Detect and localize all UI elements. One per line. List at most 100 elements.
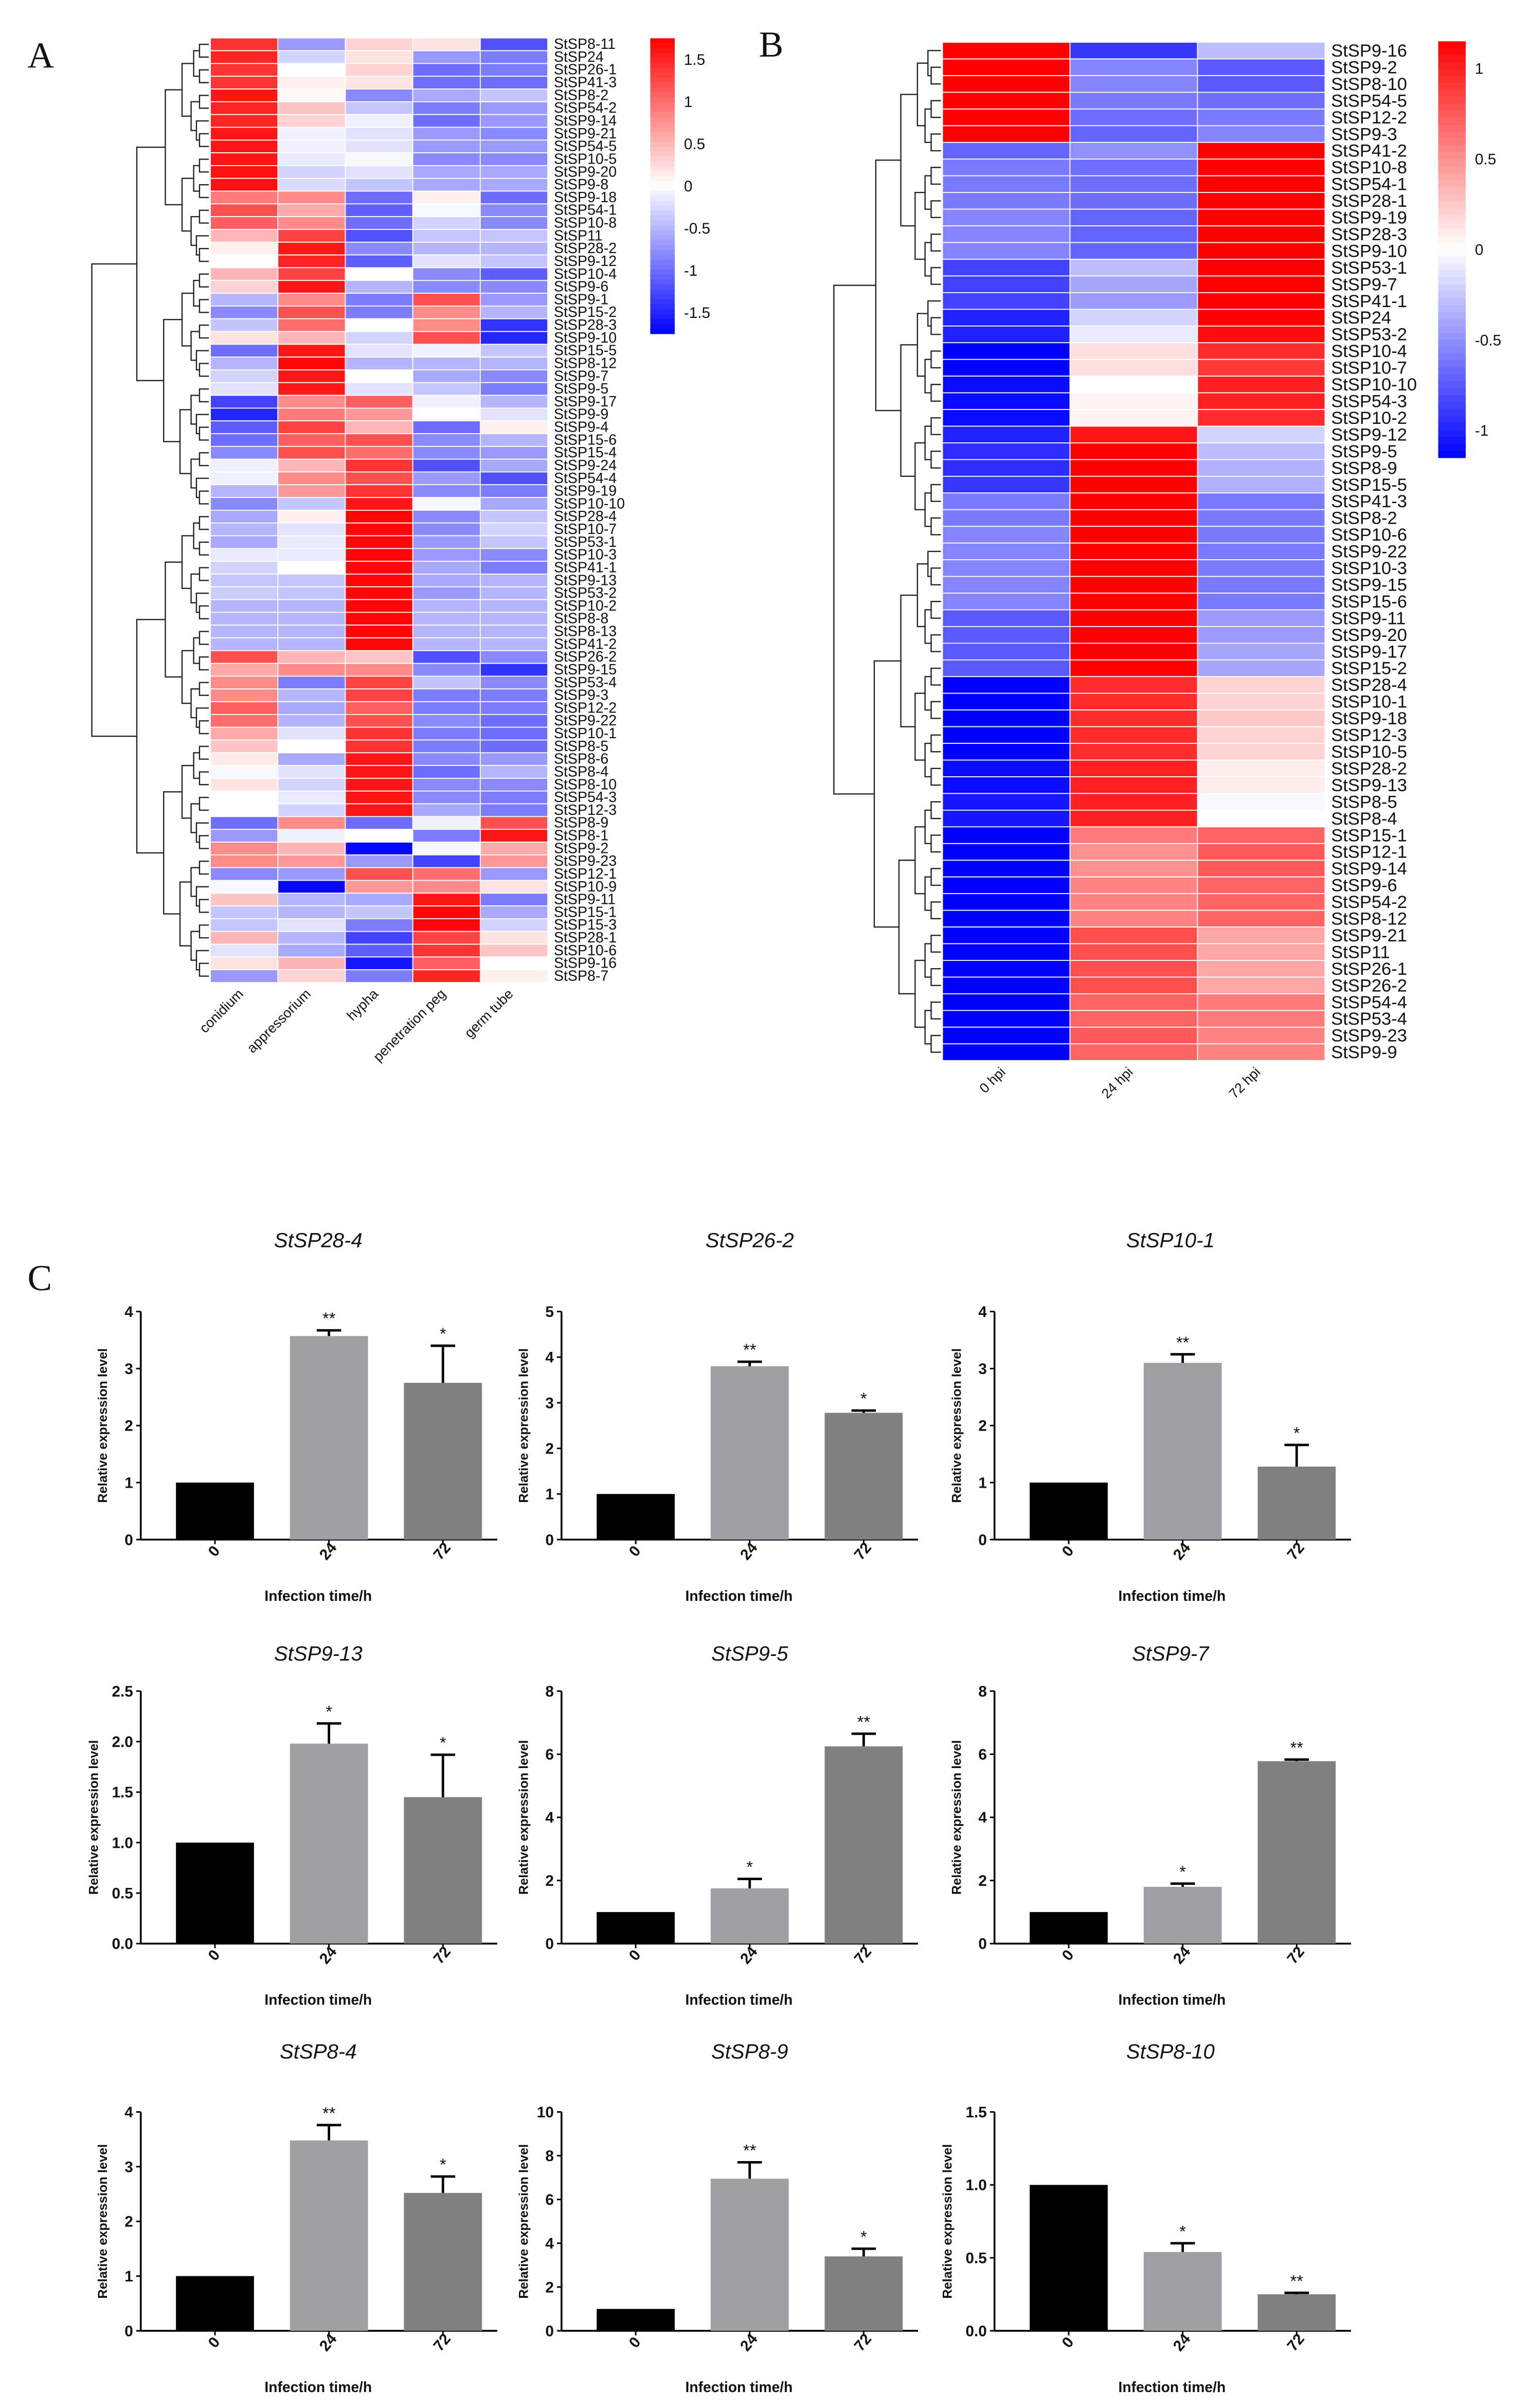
heatmap-cell	[345, 114, 413, 128]
heatmap-cell	[210, 37, 279, 51]
colorbar-segment	[650, 112, 675, 118]
dendrogram-branch	[199, 452, 209, 467]
heatmap-cell	[345, 574, 413, 587]
heatmap-cell	[479, 637, 548, 651]
dendrogram-branch	[199, 184, 209, 199]
dendrogram-branch	[833, 284, 876, 795]
heatmap-cell	[277, 663, 346, 677]
colorbar-segment	[1438, 76, 1466, 84]
colorbar-segment	[1438, 83, 1466, 91]
colorbar-segment	[650, 284, 675, 290]
heatmap-cell	[345, 305, 413, 319]
heatmap-cell	[277, 969, 346, 983]
heatmap-cell	[345, 331, 413, 345]
heatmap-cell	[942, 593, 1071, 611]
row-label: StSP15-6	[554, 432, 617, 448]
colorbar-segment	[650, 215, 675, 221]
colorbar-segment	[650, 67, 675, 74]
heatmap-cell	[1197, 943, 1326, 961]
heatmap-cell	[1069, 242, 1198, 260]
row-label: StSP10-5	[554, 151, 617, 167]
y-axis-label: Relative expression level	[949, 1740, 964, 1895]
heatmap-cell	[277, 344, 346, 358]
heatmap-cell	[345, 254, 413, 269]
heatmap-cell	[345, 50, 413, 64]
row-label: StSP53-2	[554, 585, 617, 601]
dendrogram-branch	[199, 745, 209, 760]
colorbar-segment	[650, 195, 675, 202]
row-label: StSP54-2	[1331, 893, 1407, 912]
heatmap-cell	[1069, 275, 1198, 293]
y-axis-label: Relative expression level	[949, 1348, 964, 1503]
colorbar-segment	[650, 270, 675, 275]
heatmap-cell	[277, 509, 346, 524]
colorbar-segment	[650, 220, 675, 226]
heatmap-cell	[479, 216, 548, 230]
significance-marker: **	[743, 1340, 757, 1359]
heatmap-cell	[277, 675, 346, 690]
heatmap-cell	[479, 854, 548, 868]
row-label: StSP10-8	[554, 215, 617, 231]
colorbar-tick-label: 0	[1475, 241, 1484, 258]
heatmap-cell	[479, 663, 548, 677]
heatmap-cell	[479, 829, 548, 843]
panel-label-b: B	[759, 24, 784, 65]
colorbar-segment	[650, 324, 675, 329]
heatmap-cell	[1197, 776, 1326, 794]
heatmap-cell	[942, 626, 1071, 644]
heatmap-cell	[277, 369, 346, 383]
heatmap-cell	[479, 190, 548, 205]
heatmap-cell	[345, 663, 413, 677]
colorbar-segment	[650, 318, 675, 325]
heatmap-cell	[1069, 425, 1198, 443]
heatmap-cell	[277, 216, 346, 230]
heatmap-cell	[210, 816, 279, 830]
heatmap-cell	[277, 139, 346, 153]
row-label: StSP54-3	[1331, 392, 1407, 412]
dendrogram-branch	[195, 592, 209, 613]
heatmap-cell	[479, 356, 548, 370]
chart-title: StSP26-2	[706, 1229, 794, 1252]
row-label: StSP9-22	[1331, 542, 1407, 562]
heatmap-cell	[277, 688, 346, 702]
row-label: StSP9-22	[554, 712, 617, 729]
heatmap-cell	[210, 893, 279, 906]
row-label: StSP8-4	[554, 763, 608, 780]
colorbar-segment	[1438, 180, 1466, 188]
colorbar-segment	[1438, 41, 1466, 49]
heatmap-cell	[479, 229, 548, 243]
dendrogram-branch	[179, 881, 191, 947]
colorbar-tick-label: 0	[684, 178, 693, 195]
dendrogram-branch	[875, 159, 901, 412]
row-label: StSP9-1	[554, 291, 608, 308]
heatmap-cell	[479, 535, 548, 549]
row-label: StSP9-14	[1331, 859, 1407, 879]
y-tick-label: 0	[124, 1531, 133, 1548]
colorbar-segment	[650, 210, 675, 216]
heatmap-cell	[412, 50, 481, 64]
heatmap-cell	[277, 829, 346, 843]
heatmap-cell	[277, 956, 346, 971]
colorbar-segment	[1438, 221, 1466, 229]
heatmap-cell	[412, 165, 481, 179]
heatmap-cell	[345, 535, 413, 549]
row-label: StSP9-5	[554, 381, 608, 397]
heatmap-cell	[1069, 793, 1198, 811]
dendrogram-branch	[199, 899, 209, 913]
heatmap-cell	[412, 331, 481, 345]
row-label: StSP15-2	[554, 304, 617, 320]
heatmap-cell	[210, 880, 279, 894]
dendrogram-branch	[914, 692, 925, 761]
heatmap-cell	[479, 293, 548, 307]
row-label: StSP41-2	[1331, 141, 1407, 161]
heatmap-cell	[277, 152, 346, 166]
heatmap-cell	[1069, 409, 1198, 427]
colorbar-segment	[650, 43, 675, 49]
heatmap-cell	[345, 484, 413, 498]
heatmap-cell	[412, 714, 481, 728]
heatmap-cell	[210, 241, 279, 256]
heatmap-cell	[345, 701, 413, 715]
y-tick-label: 3	[124, 1361, 133, 1378]
heatmap-cell	[277, 752, 346, 766]
heatmap-cell	[345, 854, 413, 868]
